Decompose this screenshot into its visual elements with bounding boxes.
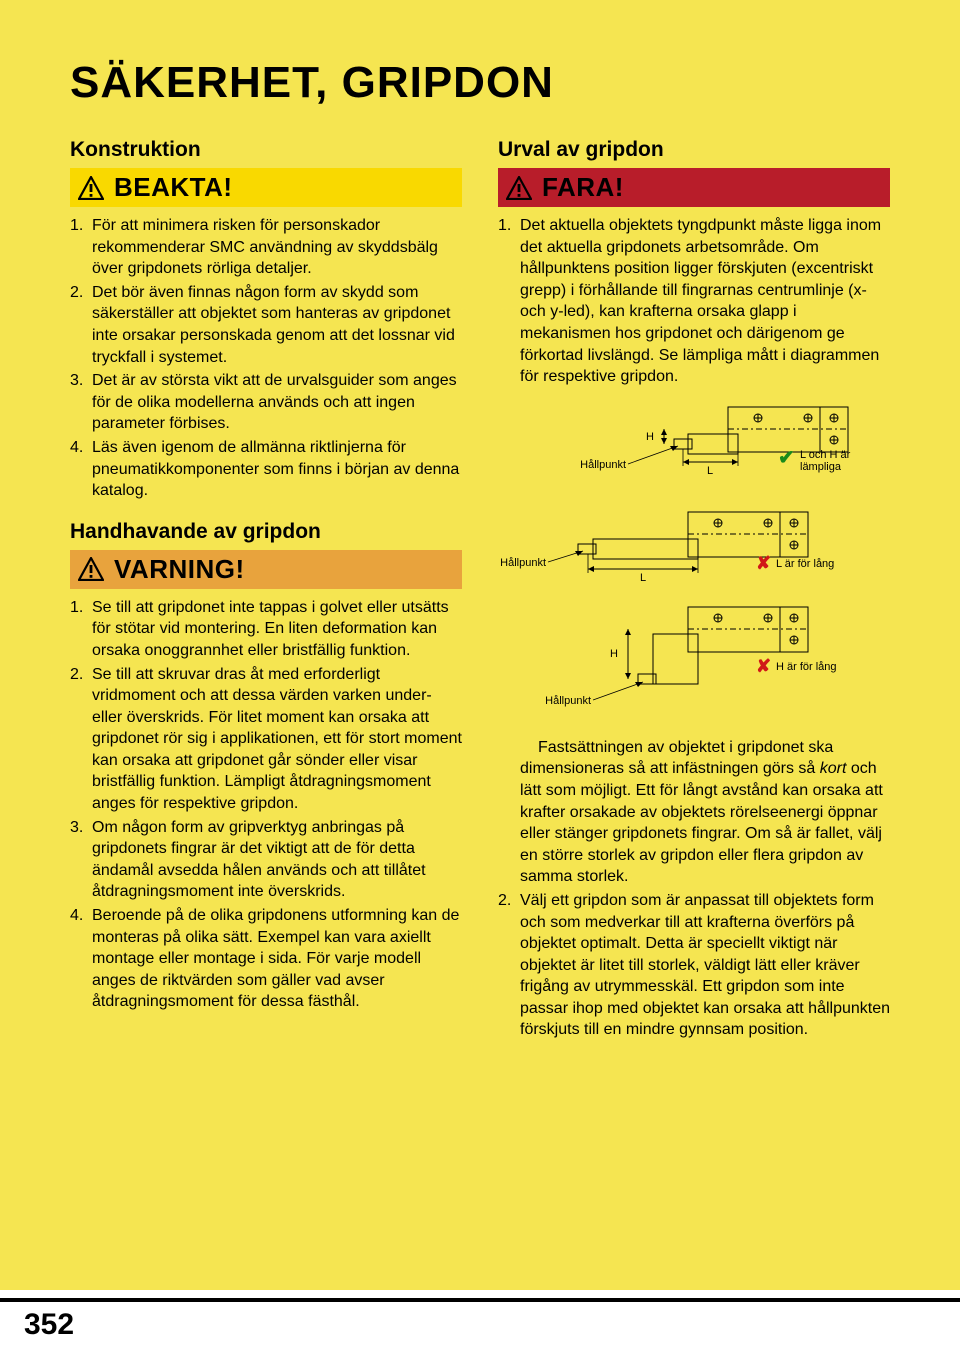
warning-triangle-icon bbox=[78, 557, 104, 581]
two-column-layout: Konstruktion BEAKTA! För att minimera ri… bbox=[70, 136, 890, 1043]
diagram-l-label: L bbox=[640, 572, 646, 584]
page-number: 352 bbox=[0, 1308, 960, 1354]
page-footer: 352 bbox=[0, 1290, 960, 1354]
varning-label: VARNING! bbox=[114, 554, 245, 585]
fara-alert: FARA! bbox=[498, 168, 890, 207]
urval-list-top: Det aktuella objektets tyngdpunkt måste … bbox=[498, 215, 890, 388]
diagram-ok-text-2: lämpliga bbox=[800, 461, 842, 473]
beakta-alert: BEAKTA! bbox=[70, 168, 462, 207]
warning-triangle-icon bbox=[506, 176, 532, 200]
page-title: SÄKERHET, GRIPDON bbox=[70, 58, 890, 108]
list-item: För att minimera risken för personskador… bbox=[70, 215, 462, 280]
cross-icon: ✘ bbox=[756, 553, 771, 573]
urval-list-bottom: Välj ett gripdon som är anpassat till ob… bbox=[498, 890, 890, 1041]
diagram-hallpunkt-label: Hållpunkt bbox=[500, 557, 546, 569]
urval-paragraph: Fastsättningen av objektet i gripdonet s… bbox=[498, 737, 890, 888]
diagram-l-label: L bbox=[707, 465, 713, 477]
list-item: Läs även igenom de allmänna riktlinjerna… bbox=[70, 437, 462, 502]
diagram-bad-h: H är för lång bbox=[776, 661, 837, 673]
list-item: Det bör även finnas någon form av skydd … bbox=[70, 282, 462, 368]
warning-triangle-icon bbox=[78, 176, 104, 200]
fara-label: FARA! bbox=[542, 172, 624, 203]
urval-heading: Urval av gripdon bbox=[498, 138, 890, 162]
diagram-hallpunkt-label: Hållpunkt bbox=[545, 695, 591, 707]
beakta-label: BEAKTA! bbox=[114, 172, 233, 203]
konstruktion-list: För att minimera risken för personskador… bbox=[70, 215, 462, 502]
list-item: Se till att gripdonet inte tappas i golv… bbox=[70, 597, 462, 662]
footer-rule bbox=[0, 1298, 960, 1302]
list-item: Det aktuella objektets tyngdpunkt måste … bbox=[498, 215, 890, 388]
list-item: Beroende på de olika gripdonens utformni… bbox=[70, 905, 462, 1013]
right-column: Urval av gripdon FARA! Det aktuella obje… bbox=[498, 136, 890, 1043]
para-part-2: och lätt som möjligt. Ett för långt avst… bbox=[520, 760, 883, 885]
list-item: Det är av största vikt att de urvalsguid… bbox=[70, 370, 462, 435]
diagram-hallpunkt-label: Hållpunkt bbox=[580, 459, 626, 471]
diagram-h-label: H bbox=[610, 648, 618, 660]
gripper-diagrams: H L Hållpunkt ✔ L och bbox=[498, 402, 890, 717]
list-item: Välj ett gripdon som är anpassat till ob… bbox=[498, 890, 890, 1041]
varning-alert: VARNING! bbox=[70, 550, 462, 589]
handhavande-heading: Handhavande av gripdon bbox=[70, 520, 462, 544]
diagram-bad-l: L är för lång bbox=[776, 558, 834, 570]
list-item: Se till att skruvar dras åt med erforder… bbox=[70, 664, 462, 815]
diagram-h-label: H bbox=[646, 431, 654, 443]
left-column: Konstruktion BEAKTA! För att minimera ri… bbox=[70, 136, 462, 1043]
konstruktion-heading: Konstruktion bbox=[70, 138, 462, 162]
cross-icon: ✘ bbox=[756, 656, 771, 676]
para-part-1: Fastsättningen av objektet i gripdonet s… bbox=[520, 739, 833, 778]
gripper-diagram-svg: H L Hållpunkt ✔ L och bbox=[498, 402, 888, 712]
check-icon: ✔ bbox=[778, 447, 795, 469]
list-item: Om någon form av gripverktyg anbringas p… bbox=[70, 817, 462, 903]
para-kort: kort bbox=[820, 760, 847, 777]
handhavande-list: Se till att gripdonet inte tappas i golv… bbox=[70, 597, 462, 1013]
diagram-ok-text-1: L och H är bbox=[800, 449, 851, 461]
